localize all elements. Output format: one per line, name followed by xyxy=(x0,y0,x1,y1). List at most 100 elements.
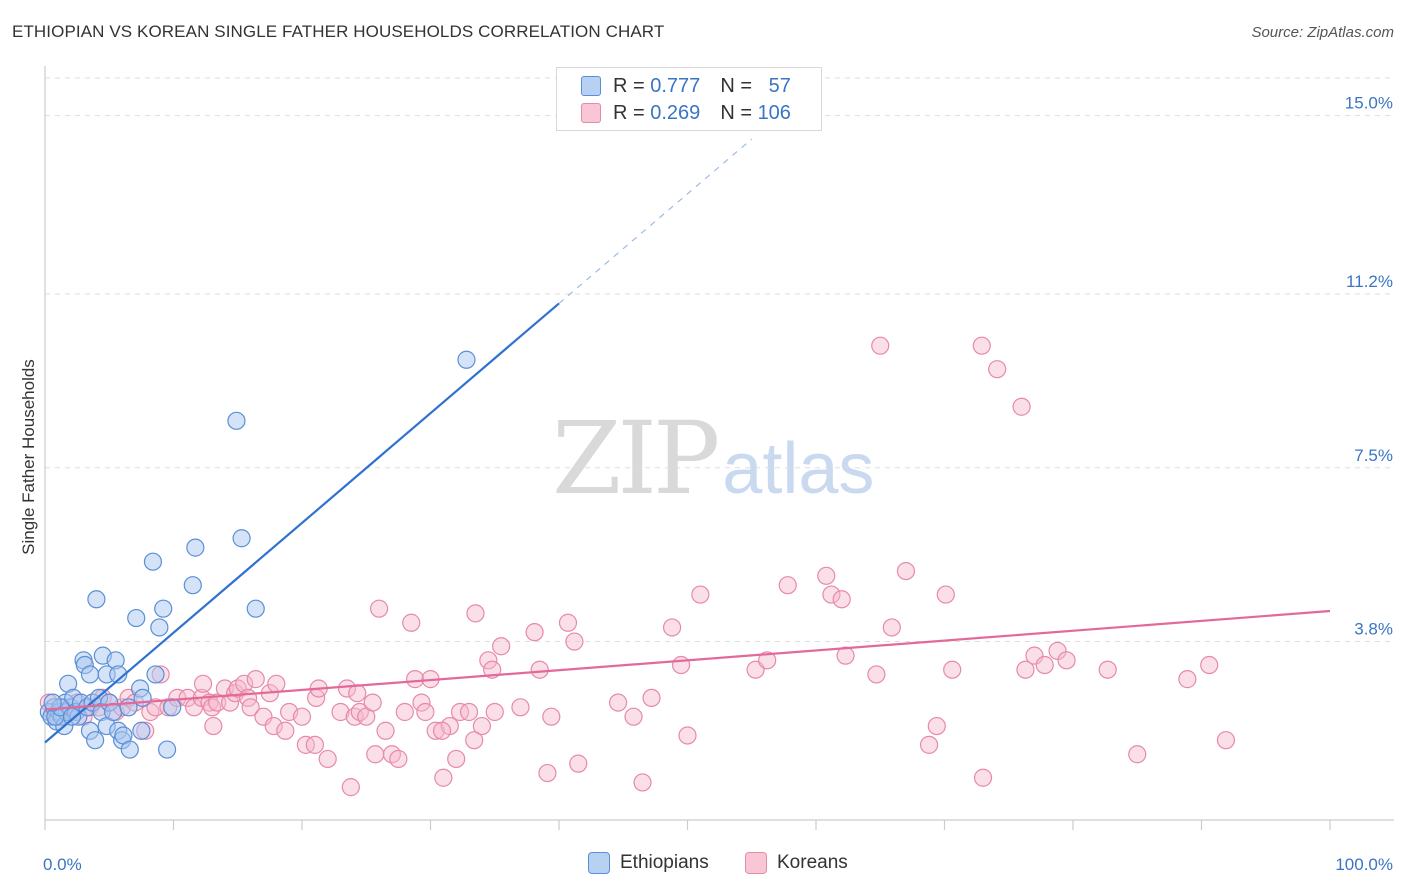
ethiopian-point xyxy=(62,707,82,726)
axis-labels: 3.8% 7.5% 11.2% 15.0% 0.0% 100.0% Single Fathe… xyxy=(19,94,1393,874)
korean-point xyxy=(472,716,491,736)
korean-point xyxy=(402,613,421,632)
korean-point xyxy=(376,721,395,740)
korean-point xyxy=(426,721,445,740)
legend-n-value: 106 xyxy=(757,101,791,124)
ethiopian-point xyxy=(132,721,151,740)
korean-point xyxy=(758,651,777,670)
korean-point xyxy=(395,702,414,722)
legend-row-ethiopians: R = 0.777 N = 57 xyxy=(581,74,791,98)
ethiopian-point xyxy=(186,538,205,557)
korean-point xyxy=(1178,670,1197,689)
korean-point xyxy=(276,721,295,740)
ethiopian-trend-line xyxy=(44,302,560,744)
korean-point xyxy=(817,566,836,585)
korean-point xyxy=(193,674,213,693)
ethiopian-swatch xyxy=(581,76,601,96)
x-tick-label-max: 100.0% xyxy=(1335,855,1393,874)
ethiopian-point xyxy=(143,552,163,571)
ethiopian-trend-extension xyxy=(558,138,753,304)
korean-point xyxy=(204,716,223,736)
ethiopian-point xyxy=(43,693,62,712)
korean-point xyxy=(671,655,691,675)
korean-point xyxy=(485,702,504,722)
korean-point xyxy=(492,637,511,656)
korean-point xyxy=(973,768,993,787)
korean-point xyxy=(363,693,382,712)
korean-point xyxy=(348,684,367,703)
korean-point xyxy=(465,731,484,750)
legend-r-value: 0.777 xyxy=(650,74,701,97)
korean-point xyxy=(936,585,955,604)
y-tick-label: 3.8% xyxy=(1354,620,1393,639)
korean-point xyxy=(871,336,890,355)
ethiopian-point xyxy=(246,599,265,618)
ethiopian-point xyxy=(227,411,246,430)
korean-point xyxy=(511,698,530,717)
korean-point xyxy=(662,618,682,637)
ethiopian-point xyxy=(154,599,173,618)
ethiopian-point xyxy=(457,350,476,369)
chart-title: ETHIOPIAN VS KOREAN SINGLE FATHER HOUSEH… xyxy=(12,22,665,41)
korean-point xyxy=(246,670,265,689)
legend-row-koreans: R = 0.269 N = 106 xyxy=(581,101,791,125)
korean-point xyxy=(822,585,841,604)
ethiopian-point xyxy=(87,590,106,609)
korean-point xyxy=(542,707,561,726)
korean-point xyxy=(691,585,710,604)
ethiopian-point xyxy=(232,529,251,548)
legend-ethiopians: Ethiopians xyxy=(588,852,709,874)
korean-point xyxy=(292,707,312,726)
korean-point xyxy=(434,768,453,787)
legend-ethiopians-label: Ethiopians xyxy=(620,852,709,873)
y-tick-label: 11.2% xyxy=(1346,272,1393,291)
korean-point xyxy=(318,749,337,769)
trend-lines xyxy=(44,138,1331,744)
korean-point xyxy=(1016,660,1035,679)
legend-n-label: N = xyxy=(720,74,752,97)
correlation-legend: R = 0.777 N = 57 R = 0.269 N = 106 xyxy=(556,67,822,131)
ethiopian-point xyxy=(133,688,152,707)
ethiopian-point xyxy=(120,740,139,759)
ethiopian-point xyxy=(104,702,123,722)
korean-point xyxy=(633,773,652,792)
korean-point xyxy=(558,613,578,632)
korean-point xyxy=(538,763,557,783)
korean-point xyxy=(624,707,643,726)
korean-point xyxy=(331,702,350,722)
korean-swatch xyxy=(581,103,601,123)
korean-point xyxy=(832,590,851,609)
korean-point xyxy=(678,726,697,745)
legend-koreans-label: Koreans xyxy=(777,852,848,873)
ethiopian-point xyxy=(150,618,169,637)
korean-points xyxy=(39,336,1236,797)
y-tick-label: 7.5% xyxy=(1354,446,1393,465)
korean-point xyxy=(208,693,227,712)
korean-point xyxy=(267,674,286,693)
source-label: Source: ZipAtlas.com xyxy=(1251,24,1394,41)
korean-point xyxy=(215,679,234,698)
korean-point xyxy=(1012,397,1031,416)
korean-point xyxy=(1216,731,1236,750)
ethiopian-point xyxy=(183,576,202,595)
korean-point xyxy=(882,618,901,637)
korean-point xyxy=(366,745,385,764)
korean-point xyxy=(1128,745,1147,764)
korean-point xyxy=(1200,655,1219,675)
legend-n-label: N = xyxy=(720,101,752,124)
korean-point xyxy=(416,702,435,722)
grid-lines xyxy=(45,77,1394,643)
korean-point xyxy=(988,360,1007,379)
korean-point xyxy=(642,688,661,707)
ethiopian-point xyxy=(146,665,165,684)
legend-r-label: R = xyxy=(613,74,645,97)
legend-r-value: 0.269 xyxy=(650,101,701,124)
korean-point xyxy=(565,632,584,651)
ethiopian-point xyxy=(86,731,105,750)
legend-koreans: Koreans xyxy=(745,852,848,874)
korean-point xyxy=(264,716,283,736)
korean-point xyxy=(337,679,357,698)
legend-r-label: R = xyxy=(613,101,645,124)
korean-point xyxy=(1035,655,1054,675)
